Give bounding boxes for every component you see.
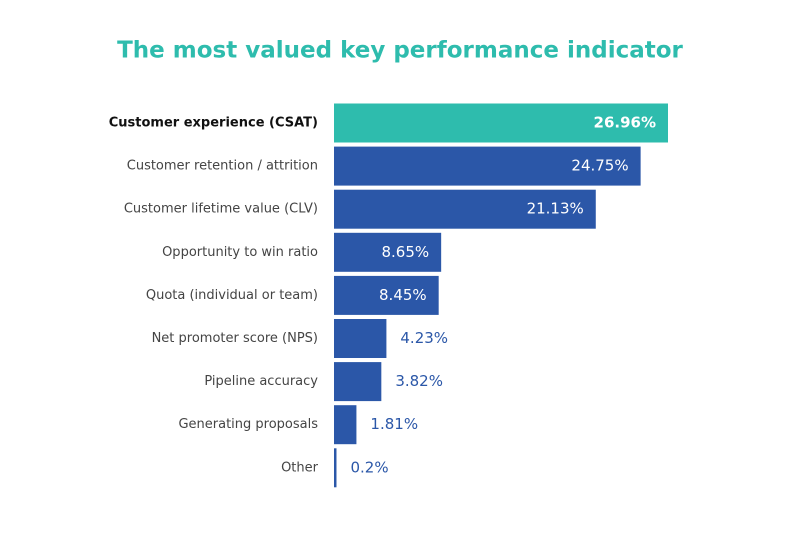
value-label: 4.23% (400, 329, 448, 347)
bar (334, 232, 442, 272)
chart-title: The most valued key performance indicato… (117, 38, 683, 64)
bar (334, 189, 596, 229)
category-label: Opportunity to win ratio (162, 245, 318, 260)
value-label: 21.13% (527, 200, 584, 218)
category-label: Net promoter score (NPS) (152, 331, 318, 346)
value-label: 3.82% (395, 372, 443, 390)
category-label: Generating proposals (178, 417, 318, 432)
category-label: Customer experience (CSAT) (109, 116, 318, 131)
value-label: 8.45% (379, 286, 427, 304)
category-label: Pipeline accuracy (204, 374, 318, 389)
bar (334, 319, 387, 358)
value-label: 0.2% (350, 458, 388, 476)
bar (334, 362, 382, 402)
value-label: 1.81% (370, 415, 418, 433)
value-label: 24.75% (571, 157, 628, 175)
bar (334, 448, 337, 488)
bar (334, 103, 668, 143)
category-label: Quota (individual or team) (146, 288, 318, 303)
bar (334, 275, 439, 315)
value-label: 8.65% (382, 243, 430, 261)
category-label: Customer lifetime value (CLV) (124, 202, 318, 217)
category-label: Customer retention / attrition (127, 159, 318, 174)
bar (334, 405, 357, 445)
bar (334, 146, 641, 186)
value-label: 26.96% (594, 114, 656, 132)
category-label: Other (281, 460, 319, 475)
